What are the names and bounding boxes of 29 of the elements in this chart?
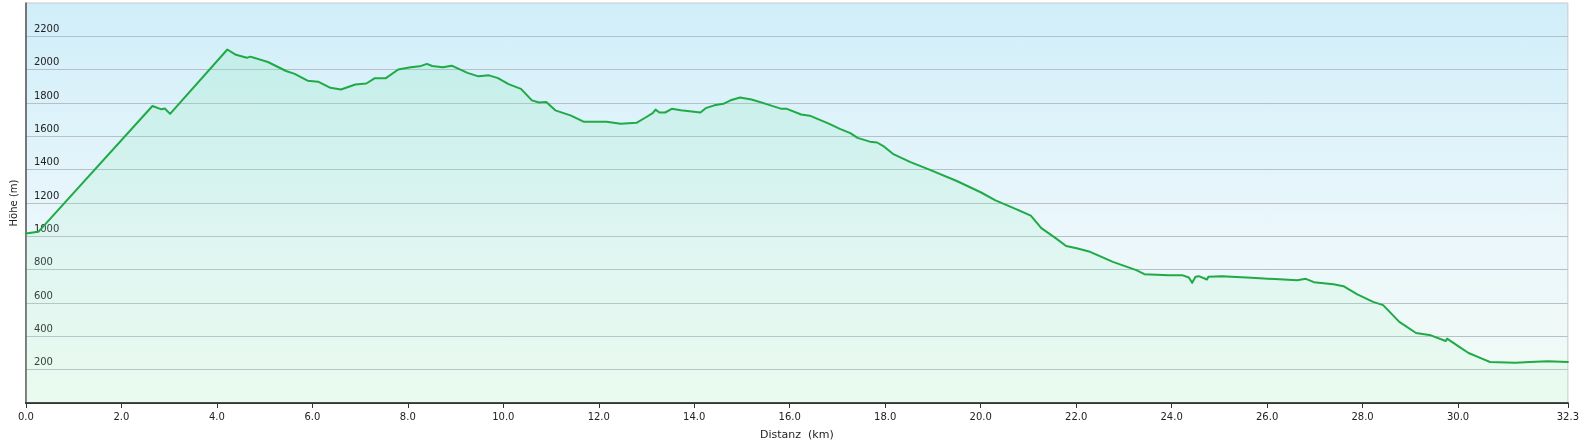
- x-tick-label: 8.0: [399, 410, 416, 422]
- x-axis-title: Distanz (km): [760, 428, 834, 441]
- x-tick-label: 14.0: [683, 410, 706, 422]
- x-tick-label: 16.0: [778, 410, 801, 422]
- x-tick-label: 24.0: [1160, 410, 1183, 422]
- x-tick-label: 18.0: [874, 410, 897, 422]
- y-tick-label: 800: [33, 256, 53, 268]
- y-tick-label: 600: [33, 289, 53, 301]
- x-tick-label: 10.0: [492, 410, 515, 422]
- x-tick-label: 28.0: [1351, 410, 1374, 422]
- x-tick-label: 32.3: [1556, 410, 1579, 422]
- y-tick-label: 1800: [33, 89, 60, 101]
- x-tick-label: 30.0: [1446, 410, 1470, 422]
- y-tick-label: 2000: [33, 56, 60, 68]
- y-tick-label: 400: [33, 322, 53, 334]
- y-axis-title: Höhe (m): [7, 179, 19, 227]
- x-tick-label: 20.0: [969, 410, 992, 422]
- x-tick-label: 6.0: [304, 410, 321, 422]
- y-tick-label: 200: [33, 356, 53, 368]
- x-tick-label: 22.0: [1065, 410, 1088, 422]
- x-tick-label: 2.0: [113, 410, 130, 422]
- x-tick-label: 26.0: [1255, 410, 1279, 422]
- y-tick-label: 1200: [33, 189, 60, 201]
- x-tick-label: 12.0: [587, 410, 610, 422]
- y-tick-label: 1400: [33, 156, 60, 168]
- y-tick-label: 1600: [33, 122, 60, 134]
- y-tick-label: 2200: [33, 22, 60, 34]
- x-tick-label: 4.0: [208, 410, 225, 422]
- x-tick-label: 0.0: [17, 410, 34, 422]
